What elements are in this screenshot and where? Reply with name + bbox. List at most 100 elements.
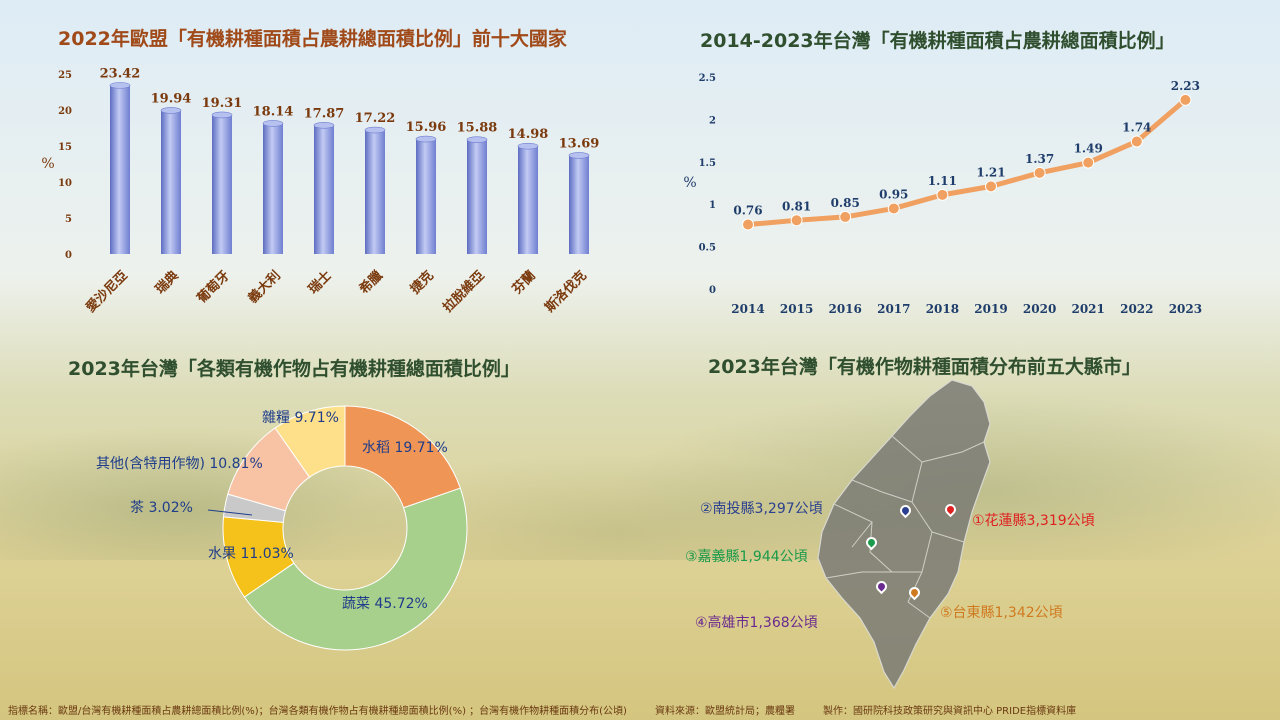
x-category-label: 希臘 <box>356 268 386 298</box>
y-tick-label: 0 <box>709 285 716 296</box>
crop-donut-title: 2023年台灣「各類有機作物占有機耕種總面積比例」 <box>68 358 520 380</box>
slice-label: 蔬菜 45.72% <box>342 596 428 612</box>
map-label-chiayi: ③嘉義縣1,944公頃 <box>685 549 808 565</box>
x-category-label: 瑞典 <box>152 268 182 298</box>
point-value-label: 1.11 <box>928 174 957 188</box>
slice-label: 水果 11.03% <box>208 546 294 562</box>
x-tick-label: 2020 <box>1023 302 1056 316</box>
slice-label: 雜糧 9.71% <box>262 410 339 426</box>
x-category-label: 斯洛伐克 <box>542 268 590 316</box>
y-axis-label: % <box>41 156 54 172</box>
map-label-taitung: ⑤台東縣1,342公頃 <box>940 605 1063 621</box>
x-tick-label: 2015 <box>780 302 813 316</box>
footer-source: 資料來源：歐盟統計局；農糧署 <box>654 705 795 717</box>
bar-value-label: 15.88 <box>457 121 498 136</box>
point-value-label: 0.85 <box>831 196 860 210</box>
data-point <box>742 218 754 231</box>
bar-value-label: 23.42 <box>100 66 141 81</box>
bar-value-label: 14.98 <box>508 127 549 142</box>
tea-leader-line <box>207 509 253 516</box>
map-title: 2023年台灣「有機作物耕種面積分布前五大縣市」 <box>708 356 1141 378</box>
bar-value-label: 19.94 <box>151 91 192 106</box>
y-axis-label: % <box>683 175 696 191</box>
y-tick-label: 2.5 <box>699 73 716 84</box>
y-tick-label: 10 <box>58 178 72 189</box>
map-label-nantou: ②南投縣3,297公頃 <box>700 501 823 517</box>
x-category-label: 愛沙尼亞 <box>83 268 131 316</box>
y-tick-label: 2 <box>709 115 716 126</box>
bar <box>467 139 487 254</box>
data-point <box>1179 93 1192 106</box>
x-tick-label: 2016 <box>828 302 861 316</box>
bar <box>365 130 385 254</box>
y-tick-label: 0 <box>65 250 72 261</box>
x-category-label: 義大利 <box>245 268 284 307</box>
slice-label: 茶 3.02% <box>130 500 193 516</box>
eu-bar-chart: 0 5 10 15 20 25% 23.42 愛沙尼亞 19.94 瑞典 19.31 葡萄牙 18.14… <box>41 66 600 316</box>
point-value-label: 1.49 <box>1074 142 1103 156</box>
x-category-label: 瑞士 <box>305 268 335 298</box>
eu-chart-title: 2022年歐盟「有機耕種面積占農耕總面積比例」前十大國家 <box>58 28 567 50</box>
donut-slice <box>344 405 461 509</box>
taiwan-map <box>817 379 991 690</box>
footer-indicator: 指標名稱：歐盟/台灣有機耕種面積占農耕總面積比例(%)；台灣各類有機作物占有機耕… <box>8 705 627 717</box>
bar-cap <box>109 82 131 89</box>
point-value-label: 1.37 <box>1025 152 1054 166</box>
data-point <box>985 180 997 193</box>
background-landscape <box>0 300 1280 560</box>
y-tick-label: 5 <box>65 214 72 225</box>
x-tick-label: 2023 <box>1169 302 1202 316</box>
bar <box>263 123 283 254</box>
data-point <box>1033 166 1046 179</box>
x-tick-label: 2021 <box>1071 302 1104 316</box>
point-value-label: 0.81 <box>782 199 811 213</box>
bar-value-label: 17.87 <box>304 106 345 121</box>
bar <box>416 139 436 254</box>
bar-value-label: 15.96 <box>406 120 447 135</box>
slice-label: 水稻 19.71% <box>362 440 448 456</box>
point-value-label: 0.76 <box>733 204 762 218</box>
x-category-label: 捷克 <box>407 268 437 298</box>
bar-value-label: 19.31 <box>202 96 243 111</box>
bar <box>110 85 130 254</box>
bar-cap <box>517 142 539 150</box>
x-tick-label: 2018 <box>926 302 959 316</box>
taiwan-island-shape <box>817 379 991 690</box>
bar-cap <box>160 107 182 114</box>
bar-value-label: 18.14 <box>253 104 294 119</box>
y-tick-label: 25 <box>58 70 72 81</box>
bar <box>212 114 232 254</box>
x-category-label: 拉脫維亞 <box>440 268 488 316</box>
x-tick-label: 2022 <box>1120 302 1153 316</box>
bar <box>518 146 538 254</box>
map-label-kaohsiung: ④高雄市1,368公頃 <box>695 615 818 631</box>
bar-cap <box>262 120 284 127</box>
x-tick-label: 2014 <box>731 302 764 316</box>
bar-value-label: 13.69 <box>559 136 600 151</box>
series-line <box>747 97 1188 228</box>
bar-cap <box>313 122 335 129</box>
data-point <box>1082 156 1095 169</box>
y-tick-label: 1.5 <box>699 158 716 169</box>
footer: 指標名稱：歐盟/台灣有機耕種面積占農耕總面積比例(%)；台灣各類有機作物占有機耕… <box>0 698 1280 720</box>
taiwan-line-chart: 0 0.5 1 1.5 2 2.5% 0.76 2014 0.81 2015 0.85 2016 0.9… <box>683 73 1202 316</box>
bar-cap <box>466 136 488 143</box>
y-tick-label: 20 <box>58 106 72 117</box>
y-tick-label: 15 <box>58 142 72 153</box>
slice-label: 其他(含特用作物) 10.81% <box>96 456 263 472</box>
bar <box>161 110 181 254</box>
y-tick-label: 1 <box>709 200 716 211</box>
x-tick-label: 2019 <box>974 302 1007 316</box>
bar-cap <box>415 135 437 143</box>
bar-value-label: 17.22 <box>355 111 396 126</box>
data-point <box>839 210 852 223</box>
donut-slice <box>243 487 468 651</box>
data-point <box>1130 135 1143 148</box>
x-category-label: 芬蘭 <box>508 268 538 298</box>
donut-slice <box>274 405 346 478</box>
point-value-label: 1.74 <box>1122 120 1151 134</box>
bar-cap <box>568 152 590 159</box>
x-tick-label: 2017 <box>877 302 910 316</box>
data-point <box>887 202 900 215</box>
x-category-label: 葡萄牙 <box>193 268 233 308</box>
